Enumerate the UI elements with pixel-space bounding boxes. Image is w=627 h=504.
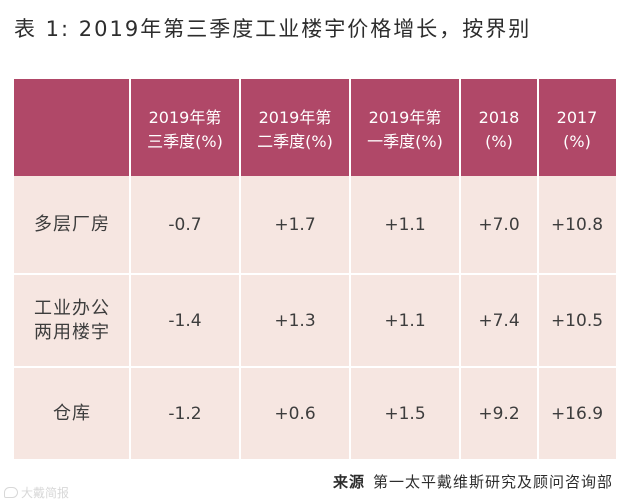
table-cell: +16.9: [550, 403, 604, 424]
header-cell-2019q1: 2019年第 一季度(%): [367, 107, 443, 151]
watermark: 大戴简报: [4, 484, 69, 501]
source-lead: 来源: [332, 473, 365, 491]
source-note: 来源 第一太平戴维斯研究及顾问咨询部: [333, 471, 613, 492]
column-divider: [239, 79, 241, 459]
row-divider: [14, 273, 616, 275]
column-divider: [537, 79, 539, 459]
row-label: 仓库: [53, 402, 91, 424]
header-cell-2019q3: 2019年第 三季度(%): [147, 107, 223, 151]
source-text: 第一太平戴维斯研究及顾问咨询部: [372, 473, 613, 491]
header-cell-sector: [14, 79, 130, 176]
table-header-row: 2019年第 三季度(%) 2019年第 二季度(%) 2019年第 一季度(%…: [14, 79, 616, 176]
table-cell: +7.0: [478, 214, 520, 235]
watermark-text: 大戴简报: [21, 486, 70, 500]
table-cell: +1.1: [384, 310, 426, 331]
page-title: 表 1: 2019年第三季度工业楼宇价格增长，按界别: [14, 17, 532, 41]
table-cell: +1.7: [274, 214, 316, 235]
column-divider: [349, 79, 351, 459]
header-cell-2018: 2018 (%): [478, 107, 520, 151]
table-cell: +7.4: [478, 310, 520, 331]
table-cell: +1.3: [274, 310, 316, 331]
table-cell: +10.5: [550, 310, 604, 331]
column-divider: [129, 79, 131, 459]
table-cell: -1.4: [168, 310, 202, 331]
column-divider: [459, 79, 461, 459]
header-cell-2019q2: 2019年第 二季度(%): [257, 107, 333, 151]
table-cell: +1.1: [384, 214, 426, 235]
row-label: 工业办公 两用楼宇: [34, 297, 110, 343]
price-growth-table: 2019年第 三季度(%) 2019年第 二季度(%) 2019年第 一季度(%…: [14, 79, 616, 459]
row-divider: [14, 366, 616, 368]
table-cell: +0.6: [274, 403, 316, 424]
row-label: 多层厂房: [34, 213, 110, 235]
chat-bubble-icon: [4, 487, 18, 498]
table-cell: -0.7: [168, 214, 202, 235]
table-cell: +9.2: [478, 403, 520, 424]
table-cell: +1.5: [384, 403, 426, 424]
header-cell-2017: 2017 (%): [556, 107, 598, 151]
table-cell: -1.2: [168, 403, 202, 424]
table-cell: +10.8: [550, 214, 604, 235]
